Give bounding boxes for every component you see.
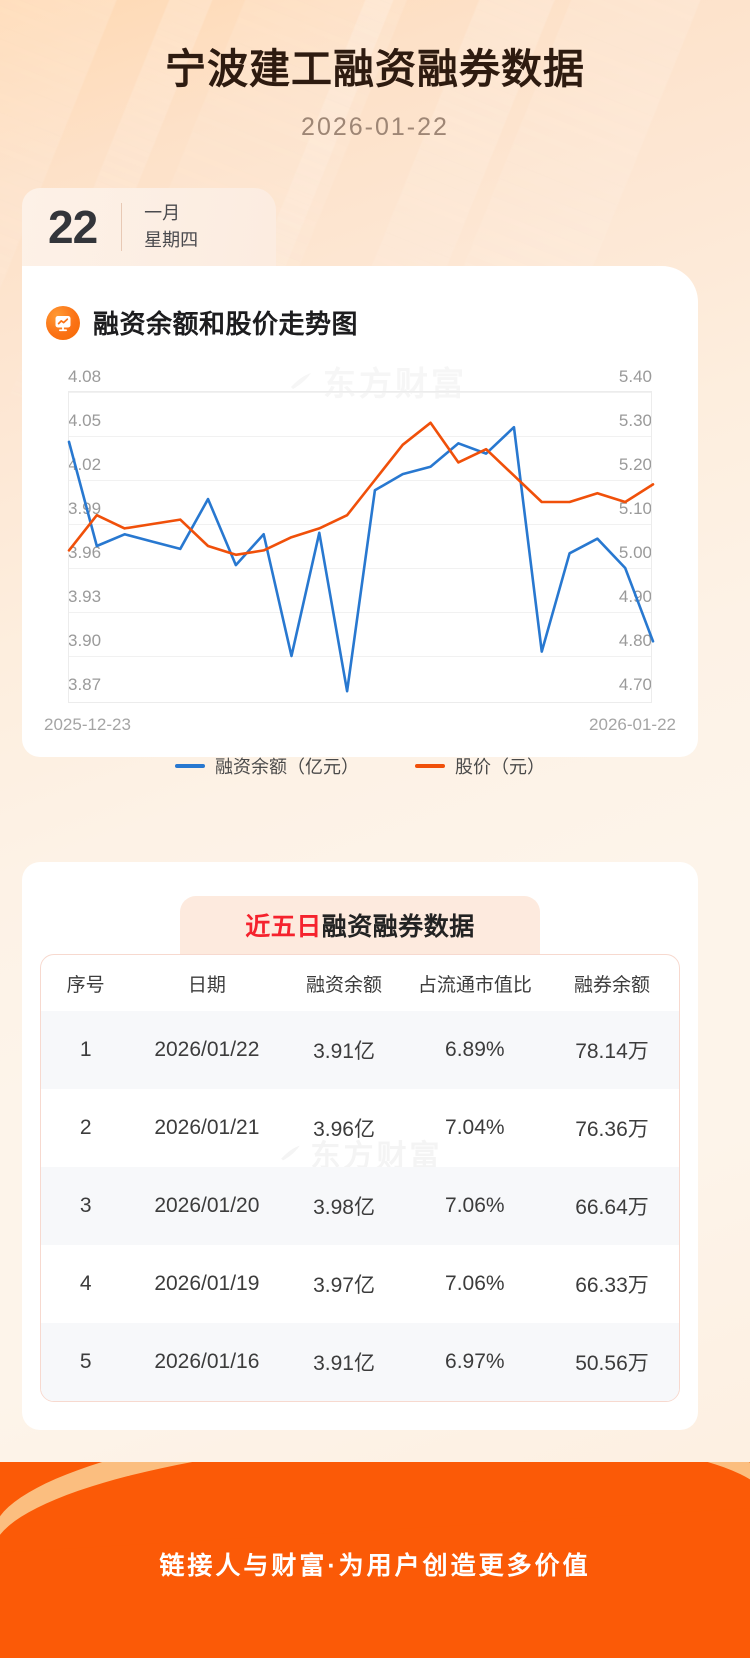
legend-item-margin-balance[interactable]: 融资余额（亿元） — [175, 753, 359, 779]
cell-date: 2026/01/19 — [154, 1272, 260, 1295]
cell-index: 3 — [79, 1194, 92, 1217]
y-left-tick-4: 3.96 — [68, 543, 102, 562]
footer-slogan: 链接人与财富·为用户创造更多价值 — [159, 1552, 591, 1580]
y-right-tick-2: 5.20 — [618, 455, 652, 474]
date-divider — [121, 203, 123, 251]
column-header-date: 日期 — [187, 974, 226, 996]
table-card: 近五日 融资融券数据 东方财富 序号 日期 融资余额 占流通市值比 融券余额 1… — [22, 862, 698, 1430]
cell-date: 2026/01/20 — [154, 1194, 260, 1217]
chart-series-lines — [67, 421, 655, 693]
cell-short: 76.36万 — [575, 1118, 649, 1141]
y-left-tick-3: 3.99 — [68, 499, 102, 518]
cell-pct-of-float: 7.06% — [445, 1272, 505, 1295]
y-right-tick-3: 5.10 — [618, 499, 652, 518]
y-right-tick-4: 5.00 — [618, 543, 652, 562]
y-left-tick-6: 3.90 — [68, 631, 102, 650]
chart-heading: 融资余额和股价走势图 — [93, 309, 359, 339]
margin-trading-table: 东方财富 序号 日期 融资余额 占流通市值比 融券余额 1 2026/01/22… — [40, 954, 680, 1402]
cell-pct-of-float: 7.04% — [445, 1116, 505, 1139]
chart-card: 融资余额和股价走势图 东方财富 4.08 4.05 4.02 3.99 3.96… — [22, 266, 698, 777]
column-header-short: 融券余额 — [573, 974, 650, 996]
legend-label-stock-price: 股价（元） — [455, 757, 545, 777]
cell-short: 78.14万 — [575, 1040, 649, 1063]
cell-index: 5 — [79, 1350, 92, 1373]
chart-legend: 融资余额（亿元） 股价（元） — [22, 753, 698, 779]
cell-short: 50.56万 — [575, 1352, 649, 1375]
legend-swatch-orange — [415, 764, 445, 768]
y-right-tick-6: 4.80 — [618, 631, 652, 650]
chart-area: 东方财富 4.08 4.05 4.02 3.99 3.96 3.93 3.90 … — [22, 365, 698, 777]
legend-item-stock-price[interactable]: 股价（元） — [415, 753, 545, 779]
table-row: 5 2026/01/16 3.91亿 6.97% 50.56万 — [41, 1323, 679, 1401]
table-row: 2 2026/01/21 3.96亿 7.04% 76.36万 — [41, 1089, 679, 1167]
cell-date: 2026/01/22 — [154, 1038, 260, 1061]
cell-margin: 3.96亿 — [313, 1118, 375, 1141]
cell-date: 2026/01/16 — [154, 1350, 260, 1373]
legend-label-margin-balance: 融资余额（亿元） — [215, 757, 359, 777]
y-right-tick-0: 5.40 — [618, 367, 652, 386]
page-title: 宁波建工融资融券数据 — [165, 46, 585, 92]
x-tick-end: 2026-01-22 — [589, 715, 676, 734]
date-month: 一月 — [144, 202, 181, 223]
cell-short: 66.33万 — [575, 1274, 649, 1297]
cell-margin: 3.98亿 — [313, 1196, 375, 1219]
date-weekday: 星期四 — [144, 229, 199, 250]
chart-plot — [67, 391, 655, 703]
page-subtitle-date: 2026-01-22 — [301, 113, 449, 142]
y-left-tick-7: 3.87 — [68, 675, 102, 694]
x-tick-start: 2025-12-23 — [44, 715, 131, 734]
cell-date: 2026/01/21 — [154, 1116, 260, 1139]
trend-logo-icon — [46, 305, 80, 340]
cell-pct-of-float: 6.89% — [445, 1038, 505, 1061]
column-header-index: 序号 — [66, 974, 105, 996]
cell-pct-of-float: 6.97% — [445, 1350, 505, 1373]
table-title: 近五日 融资融券数据 — [180, 896, 540, 954]
table-header-row: 序号 日期 融资余额 占流通市值比 融券余额 — [41, 955, 679, 1011]
cell-short: 66.64万 — [575, 1196, 649, 1219]
cell-margin: 3.91亿 — [313, 1352, 375, 1375]
y-left-tick-0: 4.08 — [68, 367, 102, 386]
legend-swatch-blue — [175, 764, 205, 768]
chart-header: 融资余额和股价走势图 — [22, 266, 698, 341]
table-title-main: 融资融券数据 — [321, 913, 475, 941]
column-header-pct-of-float: 占流通市值比 — [417, 974, 532, 996]
cell-index: 4 — [79, 1272, 92, 1295]
page-header: 宁波建工融资融券数据 2026-01-22 — [0, 0, 750, 142]
table-title-highlight: 近五日 — [245, 913, 322, 941]
y-right-tick-7: 4.70 — [618, 675, 652, 694]
column-header-margin: 融资余额 — [306, 974, 383, 996]
y-left-tick-5: 3.93 — [68, 587, 102, 606]
table-row: 4 2026/01/19 3.97亿 7.06% 66.33万 — [41, 1245, 679, 1323]
cell-margin: 3.91亿 — [313, 1040, 375, 1063]
y-right-tick-1: 5.30 — [618, 411, 652, 430]
date-tab: 22 一月 星期四 — [22, 188, 276, 266]
page-footer: 链接人与财富·为用户创造更多价值 — [0, 1462, 750, 1658]
cell-margin: 3.97亿 — [313, 1274, 375, 1297]
cell-index: 1 — [79, 1038, 92, 1061]
cell-index: 2 — [79, 1116, 92, 1139]
y-left-tick-1: 4.05 — [68, 411, 102, 430]
table-row: 3 2026/01/20 3.98亿 7.06% 66.64万 — [41, 1167, 679, 1245]
cell-pct-of-float: 7.06% — [445, 1194, 505, 1217]
table-row: 1 2026/01/22 3.91亿 6.89% 78.14万 — [41, 1011, 679, 1089]
date-day: 22 — [48, 201, 98, 253]
